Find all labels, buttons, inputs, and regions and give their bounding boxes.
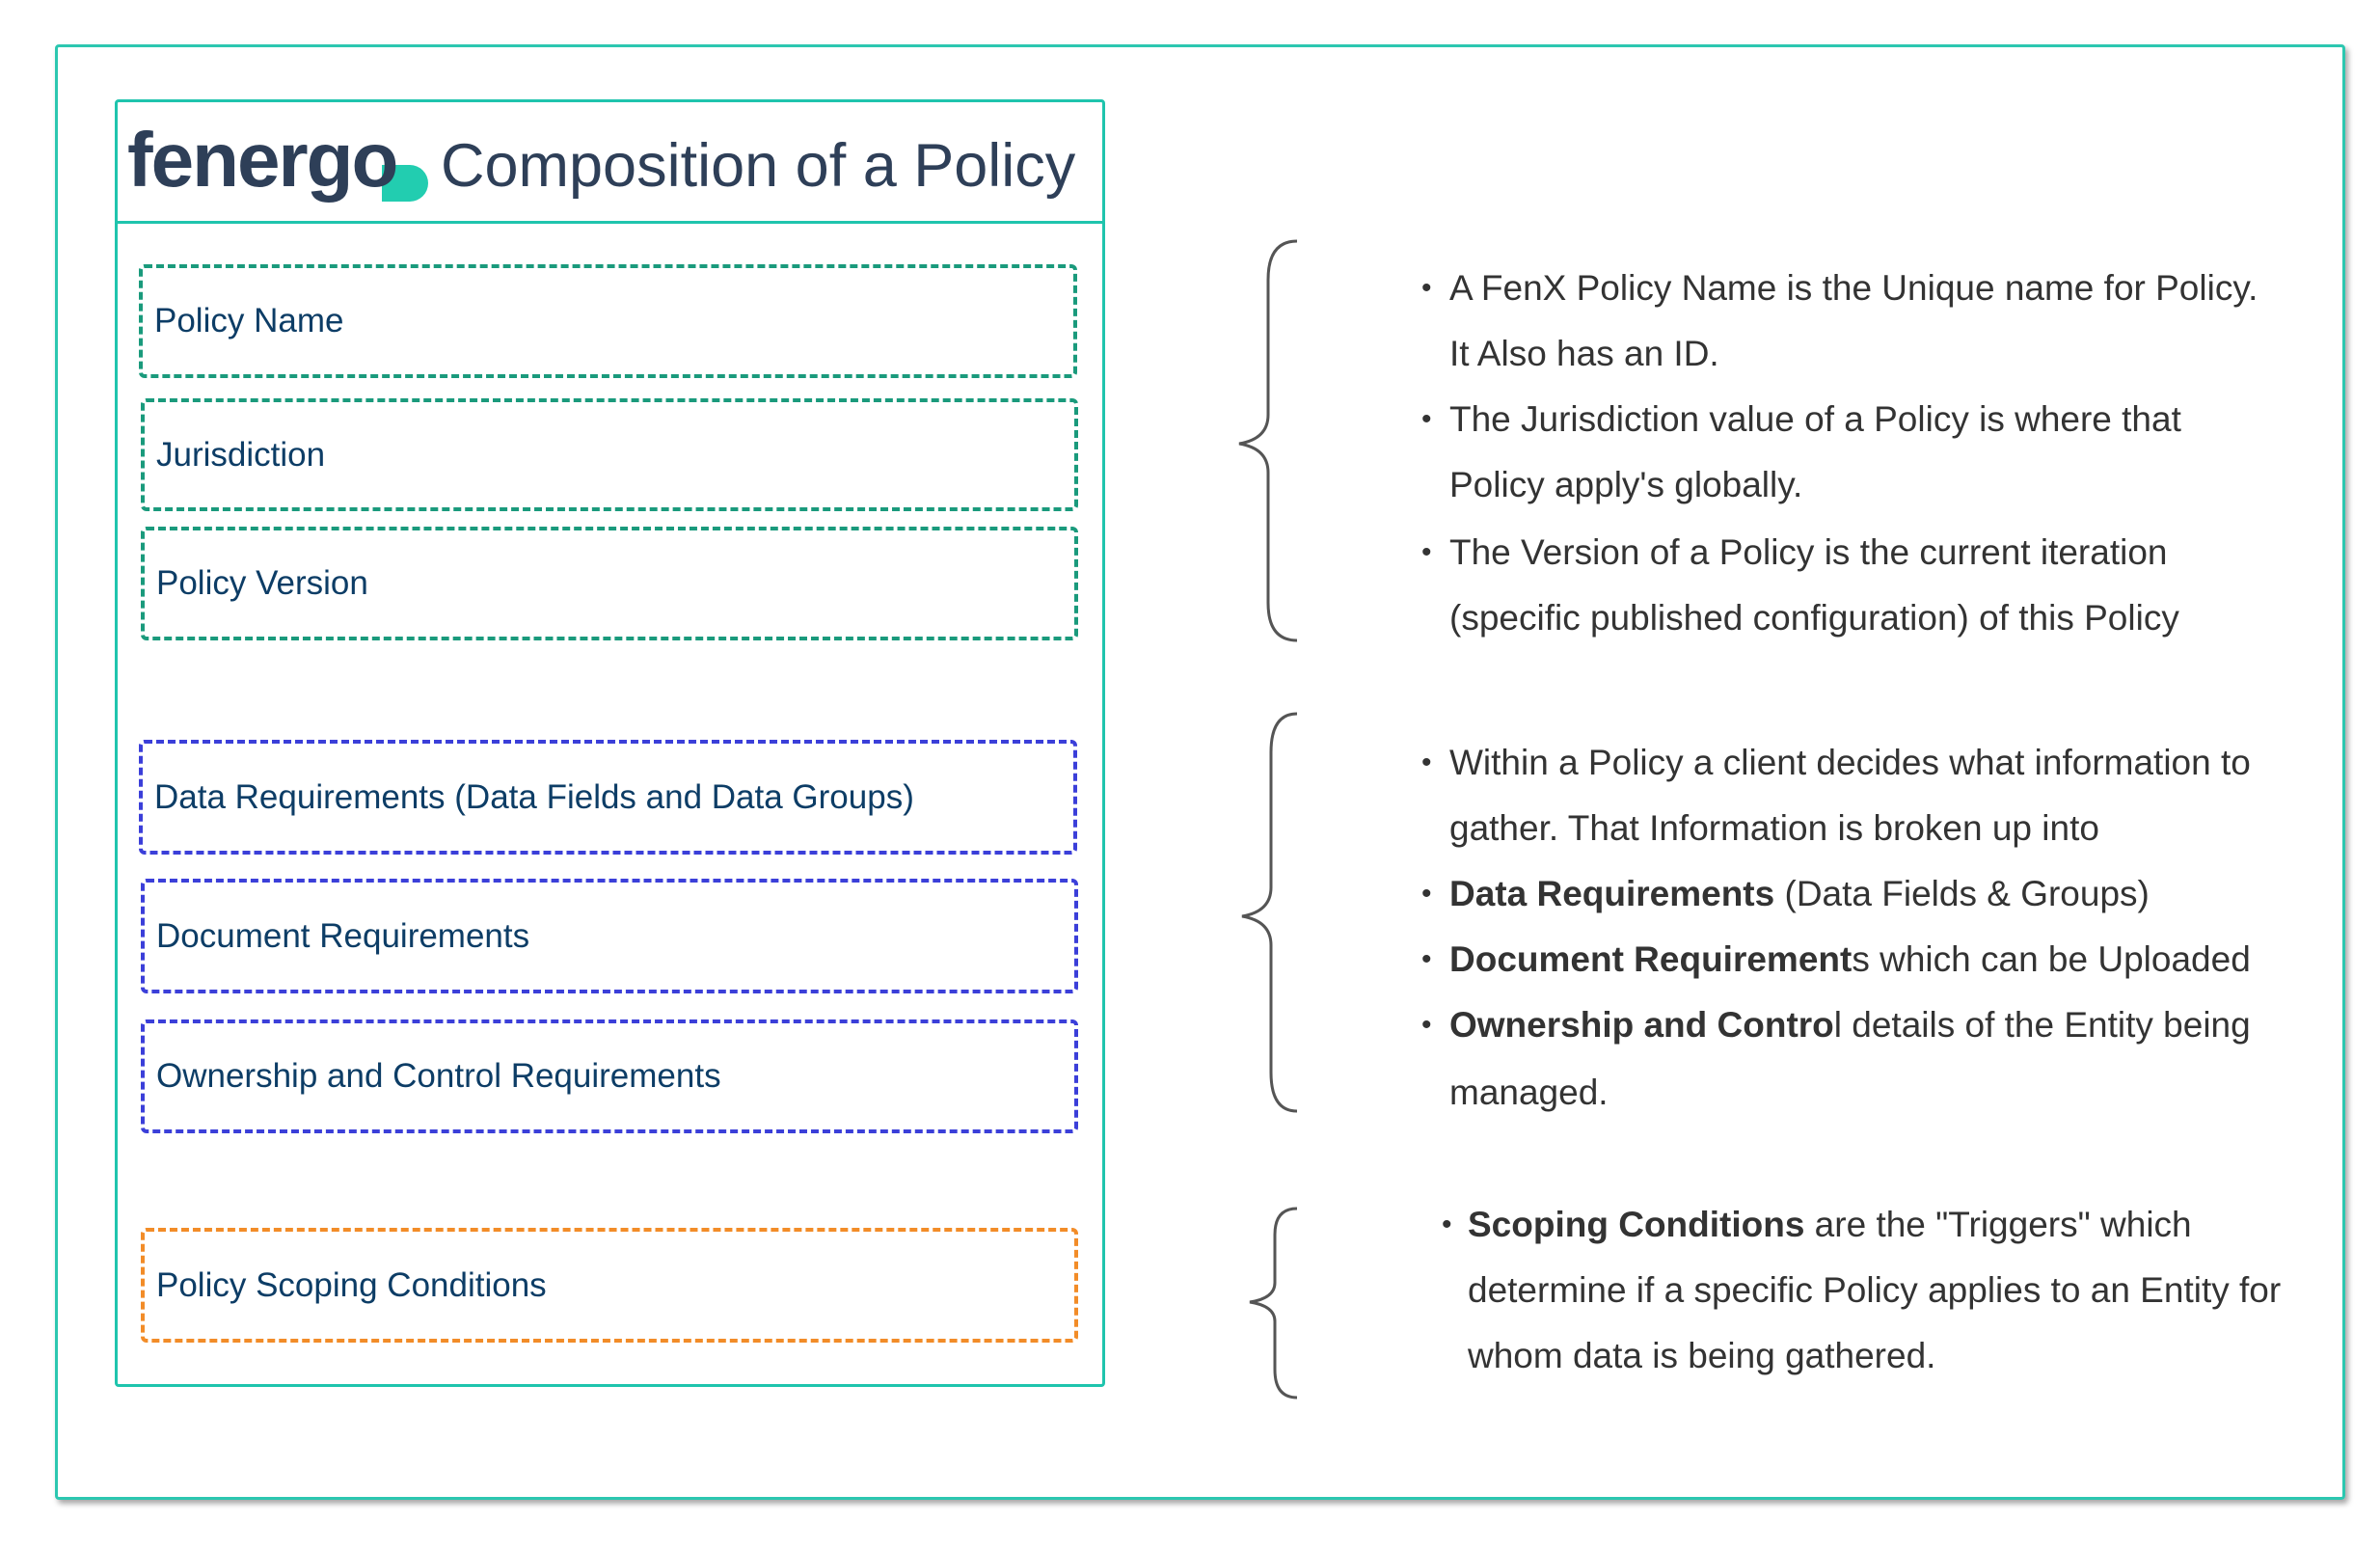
note-line: It Also has an ID.	[1449, 334, 1719, 373]
note-line: whom data is being gathered.	[1468, 1336, 1936, 1375]
page-title: Composition of a Policy	[441, 132, 1076, 200]
bullet-icon: •	[1421, 747, 1432, 778]
outer-frame	[55, 44, 2345, 1500]
bullet-icon: •	[1421, 943, 1432, 975]
brace-2	[1241, 712, 1298, 1113]
document-requirements-box: Document Requirements	[141, 879, 1078, 993]
jurisdiction-box: Jurisdiction	[141, 398, 1078, 511]
note-line: (specific published configuration) of th…	[1449, 598, 2179, 638]
note-line: gather. That Information is broken up in…	[1449, 808, 2099, 848]
bullet-icon: •	[1421, 536, 1432, 568]
brace-3	[1249, 1207, 1298, 1400]
note-line: managed.	[1449, 1073, 1609, 1112]
brace-1	[1238, 239, 1298, 642]
note-line: Policy apply's globally.	[1449, 465, 1803, 504]
policy-name-box: Policy Name	[139, 264, 1077, 378]
bullet-icon: •	[1442, 1209, 1452, 1240]
note-line: The Version of a Policy is the current i…	[1449, 532, 2168, 572]
policy-version-box: Policy Version	[141, 527, 1078, 640]
note-line: Within a Policy a client decides what in…	[1449, 743, 2251, 782]
data-requirements-box: Data Requirements (Data Fields and Data …	[139, 740, 1077, 855]
bullet-icon: •	[1421, 272, 1432, 304]
policy-panel: fenergo Composition of a Policy	[115, 99, 1105, 1387]
ownership-control-box: Ownership and Control Requirements	[141, 1019, 1078, 1133]
fenergo-logo: fenergo	[127, 116, 428, 204]
scoping-conditions-box: Policy Scoping Conditions	[141, 1228, 1078, 1343]
note-line: Data Requirements (Data Fields & Groups)	[1449, 874, 2150, 913]
bullet-icon: •	[1421, 403, 1432, 435]
note-line: The Jurisdiction value of a Policy is wh…	[1449, 399, 2181, 439]
note-line: A FenX Policy Name is the Unique name fo…	[1449, 268, 2258, 308]
panel-header: fenergo Composition of a Policy	[118, 102, 1102, 224]
bullet-icon: •	[1421, 878, 1432, 910]
note-line: Scoping Conditions are the "Triggers" wh…	[1468, 1205, 2192, 1244]
logo-pill-icon	[382, 165, 428, 202]
note-line: determine if a specific Policy applies t…	[1468, 1270, 2282, 1310]
note-line: Ownership and Control details of the Ent…	[1449, 1005, 2251, 1045]
braces	[1238, 239, 1298, 1400]
note-line: Document Requirements which can be Uploa…	[1449, 939, 2251, 979]
bullet-icon: •	[1421, 1009, 1432, 1041]
